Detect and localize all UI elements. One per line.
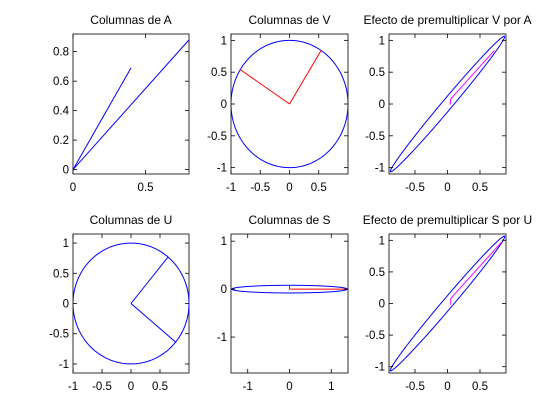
subplot-6: -0.5 0 0.5 -1 -0.5 0 0.5 1 Efecto de premultipli… <box>363 213 532 393</box>
plot-area <box>231 39 348 169</box>
y-tick-label: 0 <box>63 299 69 311</box>
subplot-title: Columnas de U <box>90 213 173 227</box>
y-tick-label: -1 <box>375 362 385 374</box>
y-tick-label: -1 <box>59 359 69 371</box>
x-tick-label: 0 <box>286 381 292 393</box>
x-tick-label: 0.5 <box>138 182 154 194</box>
y-tick-label: -0.5 <box>207 131 227 143</box>
y-tick-label: 0 <box>221 284 227 296</box>
column-vector-2 <box>73 39 189 170</box>
y-tick-label: 0.2 <box>53 135 69 147</box>
x-tick-label: -0.5 <box>405 381 425 393</box>
y-tick-label: 0 <box>221 99 227 111</box>
x-tick-label: 0.5 <box>472 182 488 194</box>
plot-area <box>389 235 506 372</box>
x-tick-label: 0 <box>444 182 450 194</box>
x-tick-label: 0 <box>70 182 76 194</box>
plot-area <box>73 242 189 365</box>
x-tick-label: -0.5 <box>405 182 425 194</box>
x-tick-label: -0.5 <box>250 182 270 194</box>
y-tick-label: 0 <box>379 299 385 311</box>
circle-curve <box>73 242 189 365</box>
y-tick-label: 1 <box>63 238 69 250</box>
y-tick-label: 1 <box>221 35 227 47</box>
column-vector-1 <box>130 256 169 304</box>
x-tick-label: -1 <box>226 182 236 194</box>
y-tick-label: 1 <box>379 35 385 47</box>
axes-box <box>230 233 349 374</box>
x-tick-label: 1 <box>328 381 334 393</box>
y-tick-label: 0.5 <box>211 67 227 79</box>
subplot-title: Efecto de premultiplicar S por U <box>363 213 532 227</box>
ellipse-curve <box>389 35 506 173</box>
subplot-title: Efecto de premultiplicar V por A <box>363 13 531 27</box>
subplot-5: -1 0 1 -1 0 1 Columnas de S <box>217 213 349 393</box>
x-tick-label: 0 <box>128 381 134 393</box>
x-tick-label: -1 <box>68 381 78 393</box>
axes-box <box>388 33 507 175</box>
subplot-4: -1 -0.5 0 0.5 -1 -0.5 0 0.5 1 Columnas de U <box>49 213 190 393</box>
y-tick-label: 0.8 <box>53 47 69 59</box>
x-tick-label: 0.5 <box>311 182 327 194</box>
y-tick-label: 0.6 <box>53 76 69 88</box>
subplot-3: -0.5 0 0.5 -1 -0.5 0 0.5 1 Efecto de premultipli… <box>363 13 531 194</box>
column-vector-2 <box>240 69 290 105</box>
x-tick-label: 0 <box>286 182 292 194</box>
y-tick-label: -0.5 <box>49 329 69 341</box>
circle-curve <box>231 39 348 169</box>
x-tick-label: 0.5 <box>152 381 168 393</box>
x-tick-label: -0.5 <box>92 381 112 393</box>
y-tick-label: 0 <box>63 165 69 177</box>
column-vector-1 <box>73 67 132 170</box>
y-tick-label: -0.5 <box>365 131 385 143</box>
column-vector-2 <box>449 98 452 105</box>
subplot-title: Columnas de S <box>248 213 330 227</box>
y-tick-label: -1 <box>217 332 227 344</box>
subplot-2: -1 -0.5 0 0.5 -1 -0.5 0 0.5 1 Columnas de V <box>207 13 349 194</box>
y-tick-label: 1 <box>379 235 385 247</box>
column-vector-2 <box>130 303 176 343</box>
column-vector-1 <box>450 241 503 299</box>
y-tick-label: 0.4 <box>53 106 70 118</box>
x-tick-label: 0.5 <box>472 381 488 393</box>
subplot-title: Columnas de A <box>90 13 171 27</box>
plot-area <box>73 39 189 170</box>
y-tick-label: 0.5 <box>369 267 385 279</box>
column-vector-1 <box>450 50 495 100</box>
x-tick-label: 0 <box>444 381 450 393</box>
y-tick-label: 0.5 <box>369 67 385 79</box>
ellipse-curve <box>389 235 506 372</box>
y-tick-label: 1 <box>221 236 227 248</box>
subplot-title: Columnas de V <box>248 13 330 27</box>
column-vector-1 <box>289 50 322 105</box>
y-tick-label: -1 <box>375 163 385 175</box>
y-tick-label: -1 <box>217 163 227 175</box>
plot-area <box>389 35 506 173</box>
y-tick-label: 0.5 <box>53 268 69 280</box>
y-tick-label: -0.5 <box>365 330 385 342</box>
y-tick-label: 0 <box>379 99 385 111</box>
axes-box <box>388 233 507 374</box>
x-tick-label: -1 <box>243 381 253 393</box>
subplot-1: 0 0.5 0 0.2 0.4 0.6 0.8 Columnas de A <box>53 13 190 194</box>
